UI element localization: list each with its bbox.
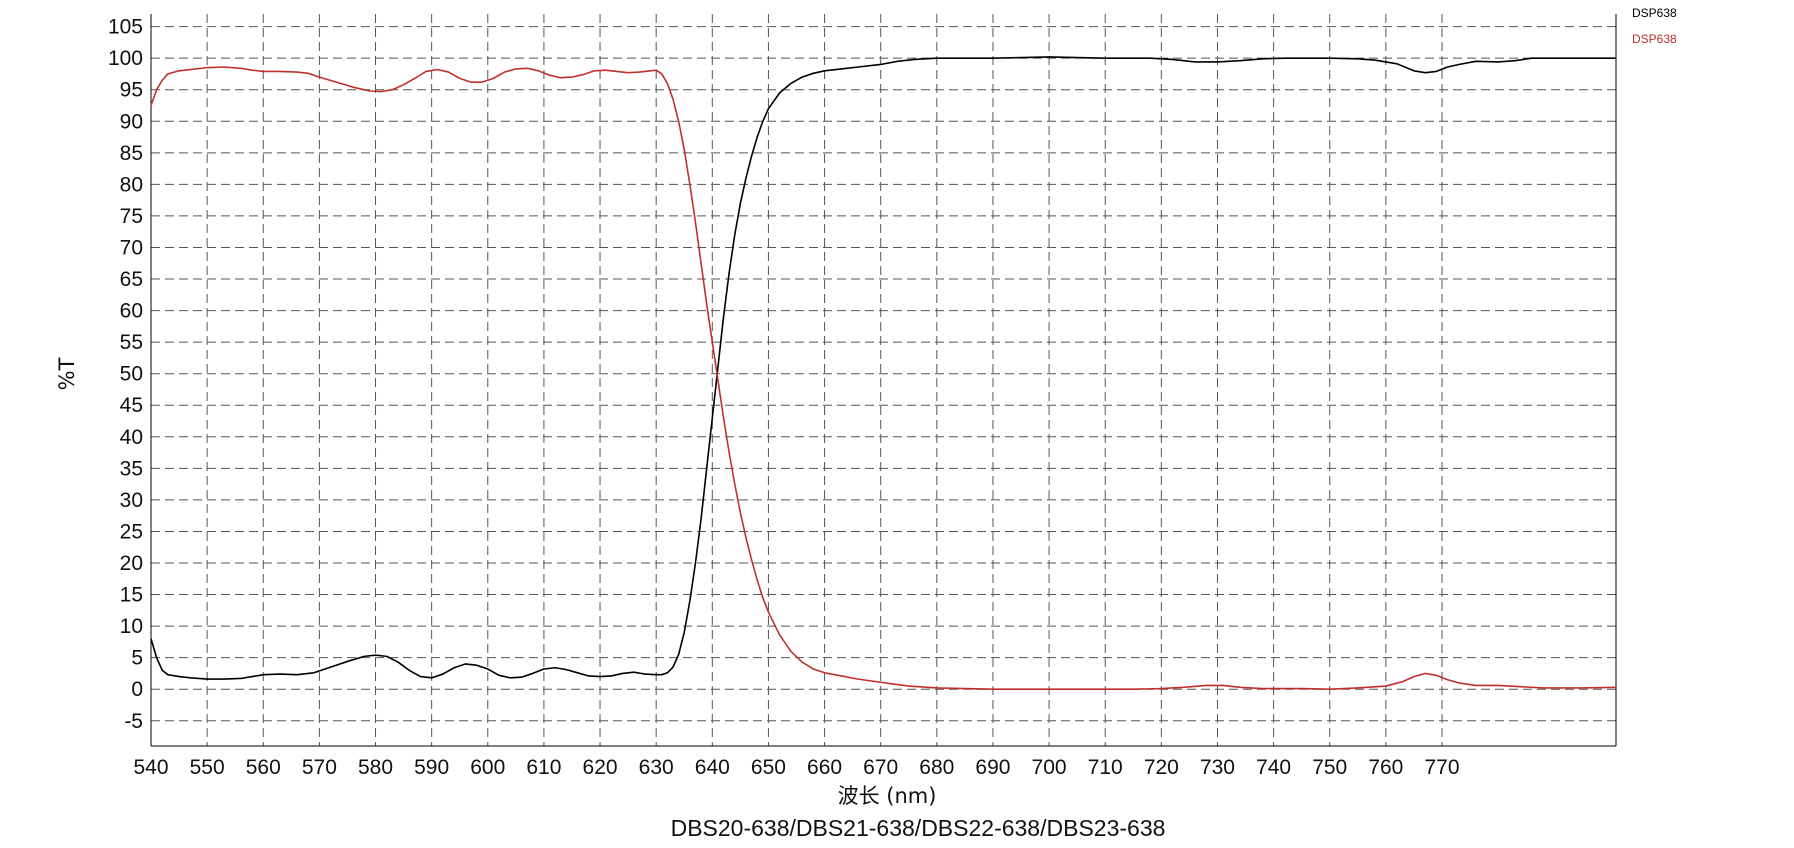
grid — [150, 14, 1616, 746]
x-axis-ticks: 540 550 560 570 580 590 600 610 620 630 640 650 660 6… — [133, 756, 1459, 779]
y-tick-label: 25 — [120, 520, 143, 543]
y-tick-label: 100 — [108, 47, 143, 70]
x-tick-label: 750 — [1312, 756, 1347, 779]
y-tick-label: 5 — [131, 647, 143, 670]
x-tick-label: 680 — [919, 756, 954, 779]
y-tick-label: 85 — [120, 142, 143, 165]
x-tick-label: 710 — [1088, 756, 1123, 779]
x-tick-label: 720 — [1144, 756, 1179, 779]
y-tick-label: 45 — [120, 394, 143, 417]
y-tick-label: 95 — [120, 79, 143, 102]
y-tick-label: 80 — [120, 173, 143, 196]
series-line-1 — [150, 56, 1616, 680]
x-tick-label: 560 — [246, 756, 281, 779]
x-tick-label: 700 — [1032, 756, 1067, 779]
legend-entry-1: DSP638 — [1632, 6, 1677, 20]
x-tick-label: 670 — [863, 756, 898, 779]
x-tick-label: 730 — [1200, 756, 1235, 779]
legend: DSP638 DSP638 — [1632, 6, 1677, 46]
y-tick-label: -5 — [124, 710, 143, 733]
y-tick-label: 20 — [120, 552, 143, 575]
axes — [150, 14, 1617, 747]
y-tick-label: 65 — [120, 268, 143, 291]
y-axis-label: %T — [55, 357, 79, 390]
y-tick-label: 90 — [120, 110, 143, 133]
y-tick-label: 30 — [120, 489, 143, 512]
y-tick-label: 50 — [120, 363, 143, 386]
x-tick-label: 770 — [1424, 756, 1459, 779]
x-tick-label: 550 — [190, 756, 225, 779]
y-tick-label: 10 — [120, 615, 143, 638]
x-tick-label: 540 — [133, 756, 168, 779]
x-tick-label: 760 — [1368, 756, 1403, 779]
y-tick-label: 15 — [120, 584, 143, 607]
y-tick-label: 55 — [120, 331, 143, 354]
x-axis-label: 波长 (nm) — [838, 784, 937, 808]
y-tick-label: 75 — [120, 205, 143, 228]
y-tick-label: 60 — [120, 300, 143, 323]
x-tick-label: 630 — [639, 756, 674, 779]
x-tick-label: 620 — [583, 756, 618, 779]
y-tick-label: 105 — [108, 16, 143, 39]
x-tick-label: 660 — [807, 756, 842, 779]
y-tick-label: 35 — [120, 457, 143, 480]
legend-entry-2: DSP638 — [1632, 32, 1677, 46]
series-line-2 — [150, 66, 1617, 691]
x-tick-label: 690 — [975, 756, 1010, 779]
x-tick-label: 600 — [470, 756, 505, 779]
y-tick-label: 40 — [120, 426, 143, 449]
x-tick-label: 610 — [526, 756, 561, 779]
y-tick-label: 0 — [131, 678, 143, 701]
x-tick-label: 590 — [414, 756, 449, 779]
chart-title: DBS20-638/DBS21-638/DBS22-638/DBS23-638 — [671, 815, 1166, 841]
y-tick-label: 70 — [120, 236, 143, 259]
x-tick-label: 570 — [302, 756, 337, 779]
x-tick-label: 740 — [1256, 756, 1291, 779]
x-tick-label: 650 — [751, 756, 786, 779]
x-tick-label: 580 — [358, 756, 393, 779]
x-tick-label: 640 — [695, 756, 730, 779]
y-axis-ticks: -5 0 5 10 15 20 25 30 35 40 45 50 55 60 65 70 75 80 85 90 95… — [108, 16, 143, 733]
series-lines — [150, 56, 1617, 691]
